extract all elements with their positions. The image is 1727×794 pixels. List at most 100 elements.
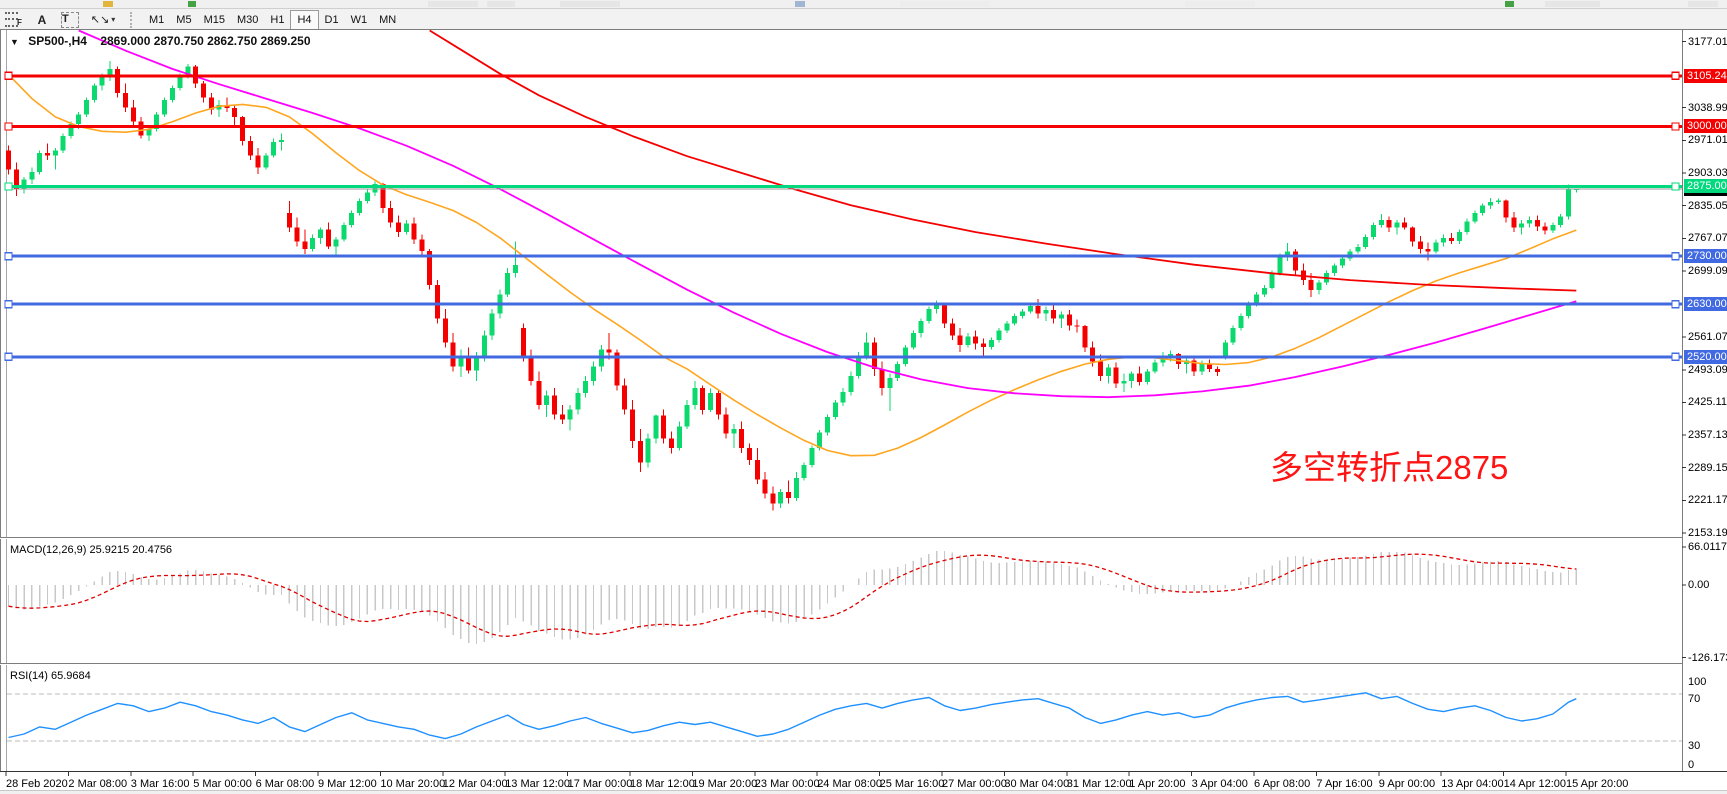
price-axis-border: [1682, 30, 1683, 771]
ma-magenta-line: [78, 29, 1577, 399]
time-axis-label: 6 Apr 08:00: [1254, 778, 1311, 790]
rsi-panel-top-border[interactable]: [0, 663, 1683, 664]
chart-text-annotation[interactable]: 多空转折点2875: [1270, 449, 1509, 486]
time-axis-label: 27 Mar 00:00: [942, 778, 1007, 790]
price-tick-label: 2493.090: [1688, 363, 1727, 376]
clipped-upper-toolbar: [0, 0, 1727, 9]
time-axis-label: 9 Apr 00:00: [1378, 778, 1436, 790]
toolbar-fragment: [1505, 1, 1514, 7]
price-tick-label: 2289.150: [1688, 461, 1727, 474]
price-tick-label: 2153.190: [1688, 526, 1727, 539]
window-bottom-strip: [0, 790, 1727, 794]
toolbar-fragment: [428, 1, 478, 7]
price-line-badge: 3105.244: [1684, 68, 1727, 83]
price-line-badge: 2520.000: [1684, 349, 1727, 364]
hline-handle: [4, 299, 13, 309]
chart-left-border: [6, 30, 7, 794]
rsi-indicator-label: RSI(14) 65.9684: [10, 670, 91, 682]
time-axis-label: 7 Apr 16:00: [1316, 778, 1373, 790]
time-axis-label: 31 Mar 12:00: [1066, 778, 1132, 790]
price-tick-label: 2699.090: [1688, 264, 1727, 277]
time-axis-label: 18 Mar 12:00: [630, 778, 695, 790]
hline-handle: [4, 122, 13, 131]
text-label-tool-button[interactable]: A: [29, 10, 55, 30]
chevron-down-icon[interactable]: ▼: [10, 37, 19, 47]
time-axis-label: 5 Mar 00:00: [193, 778, 252, 790]
price-tick-label: 2971.010: [1688, 134, 1727, 147]
chart-title: ▼ SP500-,H4 2869.000 2870.750 2862.750 2…: [10, 34, 311, 48]
time-axis-label: 3 Mar 16:00: [130, 778, 190, 790]
hline-handle: [4, 251, 13, 261]
rsi-scale-label: 30: [1688, 740, 1701, 752]
price-line-badge: 2630.000: [1684, 297, 1727, 312]
axis-ticks: [5, 41, 1686, 776]
text-label-icon: A: [37, 12, 47, 27]
rsi-scale-label: 0: [1688, 759, 1695, 771]
price-line-badge: 3000.000: [1684, 119, 1727, 134]
hline-handle: [1671, 352, 1680, 362]
toolbar-fragment: [1185, 1, 1255, 7]
toolbar-fragment: [1545, 1, 1600, 7]
time-axis-label: 15 Apr 20:00: [1566, 778, 1629, 790]
toolbar-fragment: [188, 1, 196, 7]
price-tick-label: 2425.110: [1688, 396, 1727, 409]
hline-handle: [4, 182, 13, 191]
time-axis-label: 2 Mar 08:00: [68, 778, 128, 790]
timeframe-button-M5[interactable]: M5: [176, 13, 192, 26]
candles-layer: [6, 61, 1579, 511]
hline-handle: [1671, 251, 1680, 261]
timeframe-button-H1[interactable]: H1: [270, 13, 285, 26]
ma-orange-line: [7, 74, 1577, 457]
time-axis-label: 30 Mar 04:00: [1004, 778, 1070, 790]
macd-panel-top-border[interactable]: [0, 537, 1683, 538]
arrow-tools-button[interactable]: ↖↘ ▾: [85, 10, 121, 30]
ohlc-values: 2869.000 2870.750 2862.750 2869.250: [100, 34, 311, 48]
timeframe-button-MN[interactable]: MN: [379, 13, 397, 26]
price-tick-label: 2903.030: [1688, 167, 1727, 179]
arrows-icon: ↖↘: [90, 14, 110, 26]
hline-handle: [4, 71, 13, 81]
time-axis-label: 3 Apr 04:00: [1191, 778, 1248, 790]
macd-scale-label: 66.0117: [1688, 541, 1727, 554]
macd-scale-label: 0.00: [1688, 579, 1710, 591]
rsi-line: [8, 692, 1577, 740]
timeframe-button-M30[interactable]: M30: [236, 13, 259, 26]
timeframe-button-D1[interactable]: D1: [324, 13, 339, 26]
time-axis-label: 13 Apr 04:00: [1441, 778, 1504, 790]
timeframe-button-W1[interactable]: W1: [350, 13, 368, 26]
toolbar-fragment: [560, 1, 620, 7]
chart-top-border: [0, 29, 1727, 30]
time-axis-label: 25 Mar 16:00: [879, 778, 945, 790]
hline-handle: [1671, 182, 1680, 191]
time-axis-label: 19 Mar 20:00: [692, 778, 758, 790]
fibonacci-retracement-tool-button[interactable]: F: [1, 10, 27, 30]
time-axis-label: 6 Mar 08:00: [255, 778, 315, 790]
rsi-scale-label: 100: [1688, 676, 1707, 688]
window-left-border: [0, 30, 1, 794]
time-axis-label: 17 Mar 00:00: [567, 778, 633, 790]
hline-handle: [1671, 122, 1680, 131]
price-line-badge: 2875.000: [1684, 179, 1727, 194]
toolbar-grip[interactable]: [130, 11, 137, 28]
chart-window: ▼ SP500-,H4 2869.000 2870.750 2862.750 2…: [0, 29, 1727, 794]
time-axis-label: 14 Apr 12:00: [1503, 778, 1566, 790]
text-tool-button[interactable]: T: [57, 10, 83, 30]
macd-scale-label: -126.173: [1688, 651, 1727, 664]
fibonacci-icon: [5, 12, 19, 27]
timeframe-button-M1[interactable]: M1: [149, 13, 165, 26]
time-axis-label: 28 Feb 2020: [6, 778, 68, 790]
symbol-period-label: SP500-,H4: [28, 34, 87, 48]
macd-panel-top-highlight: [0, 538, 1683, 539]
toolbar-fragment: [1688, 1, 1718, 7]
hline-handle: [1671, 299, 1680, 309]
timeframe-button-M15[interactable]: M15: [203, 13, 225, 26]
time-axis-label: 12 Mar 04:00: [442, 778, 508, 790]
price-tick-label: 2835.050: [1688, 199, 1727, 212]
price-tick-label: 2767.070: [1688, 232, 1727, 245]
macd-signal-line: [8, 553, 1577, 637]
macd-histogram: [7, 550, 1578, 645]
price-tick-label: 2221.170: [1688, 494, 1727, 507]
price-tick-label: 2357.130: [1688, 429, 1727, 442]
dropdown-caret-icon: ▾: [111, 15, 116, 24]
